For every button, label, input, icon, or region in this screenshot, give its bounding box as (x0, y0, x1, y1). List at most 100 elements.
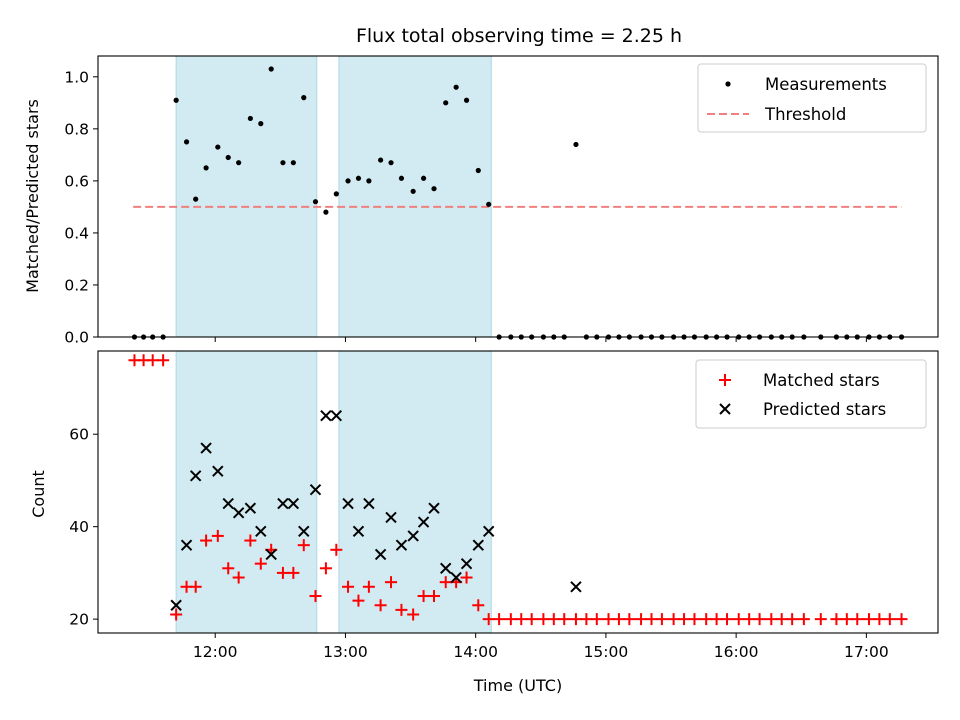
measurement-point-26 (410, 188, 416, 194)
matched-star-point-45 (612, 613, 625, 626)
matched-star-point-14 (276, 566, 289, 579)
predicted-star-point-21 (395, 539, 408, 551)
matched-star-point-21 (352, 594, 365, 607)
matched-star-point-2 (146, 354, 159, 367)
measurement-point-28 (431, 186, 437, 192)
top-shaded-interval-1 (338, 55, 492, 338)
bottom-axes-frame (97, 350, 939, 634)
matched-star-point-34 (493, 613, 506, 626)
matched-star-point-65 (840, 613, 853, 626)
measurement-point-12 (258, 121, 264, 127)
matched-star-point-22 (362, 580, 375, 593)
matched-star-point-62 (797, 613, 810, 626)
matched-star-point-23 (374, 599, 387, 612)
x-tick-label-2: 14:00 (453, 643, 498, 661)
legend-label-measurements: Measurements (765, 75, 887, 94)
matched-star-point-16 (297, 539, 310, 552)
top-y-tick-label-5: 1.0 (64, 68, 89, 86)
top-y-tick-label-1: 0.2 (64, 276, 89, 294)
predicted-star-point-11 (287, 497, 300, 510)
matched-star-point-70 (895, 613, 908, 626)
predicted-star-point-18 (363, 497, 375, 510)
top-panel: 0.0 0.2 0.4 0.6 0.8 1.0 Matched/Predicted sta… (23, 55, 939, 347)
predicted-star-point-16 (342, 497, 354, 510)
matched-star-point-41 (569, 613, 582, 626)
measurement-point-7 (203, 165, 209, 171)
predicted-star-point-26 (450, 571, 462, 584)
matched-star-point-29 (439, 576, 452, 589)
x-tick-label-0: 12:00 (193, 643, 238, 661)
predicted-star-point-14 (320, 410, 332, 422)
matched-star-point-25 (395, 603, 408, 616)
matched-star-point-51 (678, 613, 691, 626)
matched-star-point-44 (602, 613, 615, 626)
legend-marker-predicted (719, 403, 731, 415)
top-y-tick-label-0: 0.0 (64, 329, 89, 347)
x-tick-label-1: 13:00 (323, 643, 368, 661)
matched-star-point-49 (655, 613, 668, 626)
predicted-star-point-20 (385, 511, 397, 524)
matched-star-point-63 (814, 613, 827, 626)
predicted-star-point-1 (180, 539, 193, 551)
matched-star-point-36 (515, 613, 528, 626)
top-y-tick-label-4: 0.8 (64, 120, 89, 138)
measurement-point-33 (486, 201, 492, 207)
measurement-point-15 (290, 160, 296, 166)
measurement-point-21 (355, 175, 362, 181)
predicted-star-point-13 (309, 483, 322, 496)
bottom-y-tick-label-2: 60 (69, 426, 89, 444)
matched-star-point-59 (765, 613, 778, 626)
matched-star-point-15 (287, 566, 300, 579)
predicted-star-point-15 (330, 410, 343, 422)
measurement-point-5 (183, 139, 190, 145)
matched-star-point-50 (667, 613, 680, 626)
top-shaded-interval-0 (175, 55, 318, 338)
matched-star-point-26 (407, 608, 420, 621)
top-axes-frame (97, 55, 939, 338)
bot-shaded-interval-1 (338, 350, 492, 634)
bottom-y-axis-label: Count (29, 470, 48, 518)
bottom-legend-frame (695, 359, 927, 429)
matched-star-point-68 (873, 613, 886, 626)
bottom-y-tick-label-0: 20 (69, 611, 89, 629)
x-axis-label: Time (UTC) (473, 676, 562, 695)
predicted-star-point-5 (222, 497, 234, 510)
measurement-point-6 (193, 196, 199, 202)
chart-title: Flux total observing time = 2.25 h (356, 25, 682, 47)
predicted-star-point-27 (460, 557, 473, 570)
measurement-point-20 (345, 178, 351, 184)
top-legend-frame (697, 63, 927, 133)
matched-star-point-10 (232, 571, 245, 584)
matched-star-point-43 (590, 613, 603, 626)
matched-star-point-18 (319, 562, 332, 575)
matched-star-point-42 (580, 613, 593, 626)
matched-star-point-8 (211, 529, 224, 542)
matched-star-point-66 (851, 613, 864, 626)
predicted-star-point-8 (255, 525, 267, 538)
matched-star-point-37 (525, 613, 538, 626)
matched-star-point-33 (482, 613, 495, 626)
x-tick-label-4: 16:00 (714, 643, 759, 661)
matched-star-point-19 (330, 543, 343, 556)
top-y-tick-label-3: 0.6 (64, 172, 89, 190)
measurement-point-13 (268, 66, 274, 72)
matched-star-point-38 (537, 613, 550, 626)
legend-label-predicted: Predicted stars (763, 400, 886, 419)
predicted-star-point-28 (472, 539, 484, 551)
predicted-star-point-12 (298, 525, 310, 538)
measurement-point-16 (301, 95, 307, 101)
matched-star-point-28 (428, 590, 440, 603)
matched-star-point-46 (623, 613, 636, 626)
measurement-point-24 (388, 160, 394, 166)
measurement-point-32 (475, 167, 481, 174)
matched-star-point-57 (743, 613, 756, 626)
matched-star-point-56 (732, 613, 745, 626)
matched-star-point-48 (645, 613, 658, 626)
legend-marker-measurements (725, 81, 731, 87)
matched-star-point-64 (830, 613, 843, 626)
bot-shaded-interval-0 (175, 350, 318, 634)
predicted-star-point-0 (170, 599, 182, 611)
predicted-star-point-2 (189, 470, 202, 482)
matched-star-point-7 (200, 534, 213, 547)
